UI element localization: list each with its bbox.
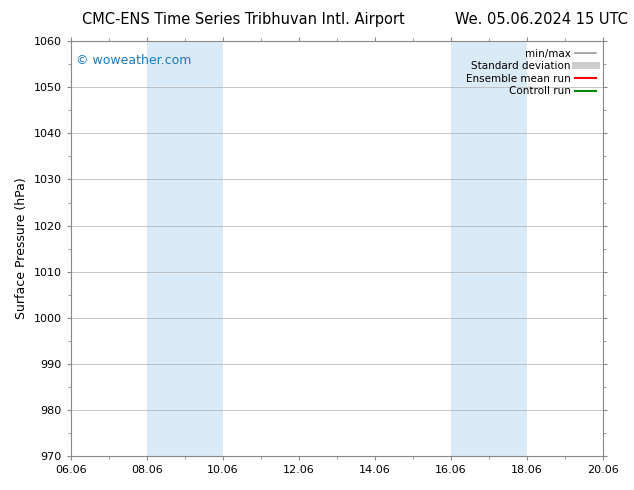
Legend: min/max, Standard deviation, Ensemble mean run, Controll run: min/max, Standard deviation, Ensemble me… [464, 47, 598, 98]
Bar [184, 41, 223, 456]
Y-axis label: Surface Pressure (hPa): Surface Pressure (hPa) [15, 178, 28, 319]
Bar [451, 41, 489, 456]
Text: CMC-ENS Time Series Tribhuvan Intl. Airport: CMC-ENS Time Series Tribhuvan Intl. Airp… [82, 12, 405, 27]
Bar [489, 41, 527, 456]
Bar [146, 41, 184, 456]
Text: © woweather.com: © woweather.com [76, 54, 191, 67]
Text: We. 05.06.2024 15 UTC: We. 05.06.2024 15 UTC [455, 12, 628, 27]
